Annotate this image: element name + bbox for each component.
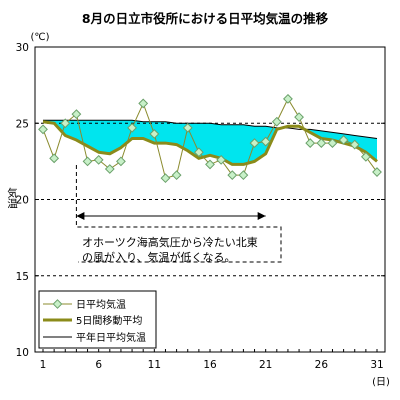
series-markers <box>38 93 382 184</box>
legend-label: 平年日平均気温 <box>76 331 146 344</box>
x-tick-label: 26 <box>315 359 329 371</box>
data-point <box>38 124 48 135</box>
x-tick-label: 16 <box>203 359 217 371</box>
legend-marker-daily-mean <box>52 299 63 309</box>
legend-label: 5日間移動平均 <box>76 314 142 327</box>
y-tick-label: 25 <box>16 118 29 130</box>
data-point <box>127 122 137 133</box>
series-line-normal <box>43 119 378 139</box>
data-point <box>171 170 182 181</box>
x-tick-label: 11 <box>148 359 161 371</box>
x-tick-label: 21 <box>259 359 272 371</box>
data-point <box>93 154 104 165</box>
y-tick-label: 30 <box>16 42 29 54</box>
data-point <box>349 139 360 150</box>
data-point <box>249 138 260 148</box>
data-point <box>360 151 371 162</box>
data-point <box>372 167 382 177</box>
data-point <box>227 170 238 181</box>
x-unit: (日) <box>372 377 390 388</box>
data-point <box>216 154 227 165</box>
fill-layer <box>43 120 377 165</box>
data-point <box>60 118 71 129</box>
x-tick-label: 6 <box>95 359 102 371</box>
legend-label: 日平均気温 <box>76 298 126 311</box>
data-point <box>71 109 82 120</box>
data-point <box>149 129 160 139</box>
x-tick-label: 1 <box>40 359 47 371</box>
x-tick-label: 31 <box>370 359 383 371</box>
data-point <box>193 147 204 158</box>
data-point <box>238 170 249 181</box>
data-point <box>138 98 149 109</box>
data-point <box>104 164 115 174</box>
annotation-line: オホーツク海高気圧から冷たい北東 <box>82 235 258 249</box>
data-point <box>205 159 215 170</box>
data-point <box>316 138 327 148</box>
y-unit: (℃) <box>30 32 49 43</box>
annotation-arrowhead-left <box>76 212 85 220</box>
data-point <box>82 156 93 167</box>
annotation-text: オホーツク海高気圧から冷たい北東の風が入り、気温が低くなる。 <box>82 235 258 264</box>
data-point <box>283 93 293 104</box>
data-point <box>338 135 349 145</box>
data-point <box>182 122 193 133</box>
annotation-bracket <box>75 165 282 263</box>
y-axis-label: 気温 <box>6 187 18 209</box>
data-point <box>305 138 316 148</box>
data-point <box>260 136 271 147</box>
y-tick-label: 10 <box>16 347 29 359</box>
data-point <box>160 173 171 184</box>
data-point <box>294 112 304 123</box>
data-point <box>271 116 282 127</box>
annotation-layer: オホーツク海高気圧から冷たい北東の風が入り、気温が低くなる。 <box>75 165 282 264</box>
annotation-arrowhead-right <box>257 212 266 220</box>
data-point <box>116 156 126 167</box>
y-tick-label: 20 <box>16 195 29 207</box>
annotation-line: の風が入り、気温が低くなる。 <box>82 250 236 264</box>
data-point <box>49 153 60 164</box>
y-tick-label: 15 <box>16 271 29 283</box>
data-point <box>327 138 338 148</box>
chart-title: 8月の日立市役所における日平均気温の推移 <box>82 11 329 26</box>
